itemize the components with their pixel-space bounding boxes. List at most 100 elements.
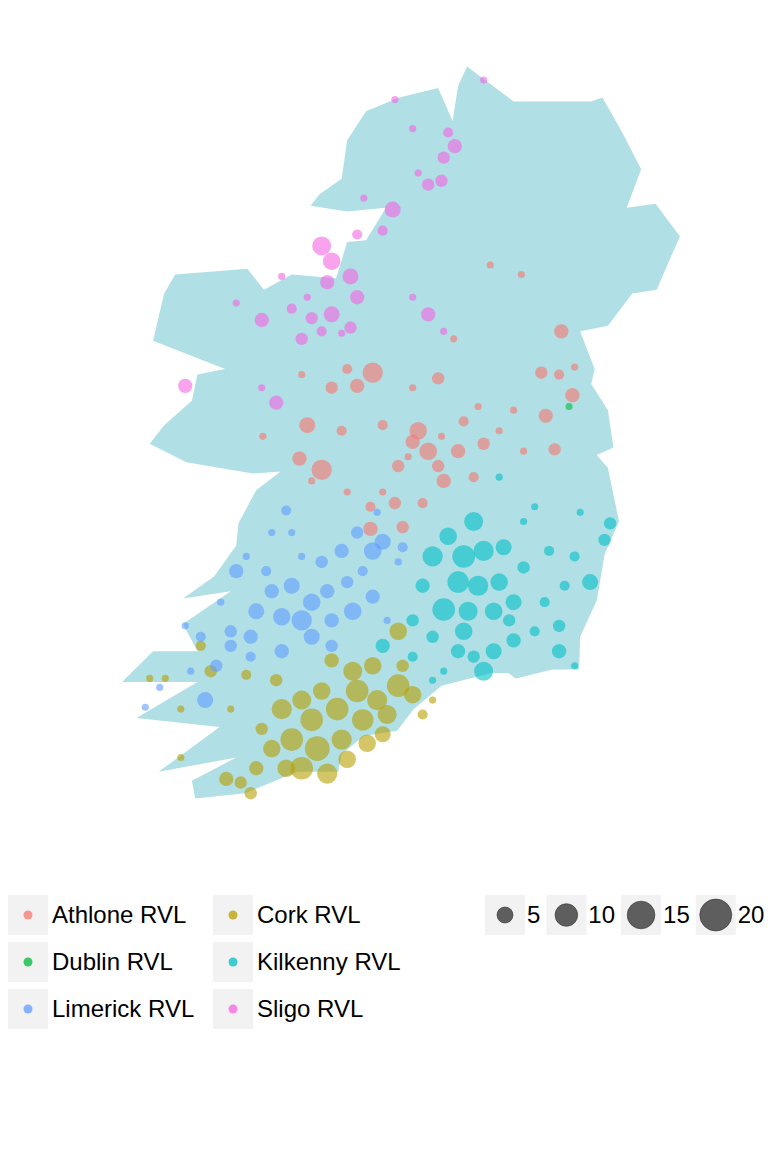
bubble bbox=[281, 505, 291, 515]
bubble bbox=[421, 307, 435, 321]
bubble bbox=[468, 576, 488, 596]
bubble bbox=[490, 573, 508, 591]
bubble bbox=[363, 363, 383, 383]
bubble bbox=[325, 640, 337, 652]
bubble bbox=[177, 754, 184, 761]
legend-key bbox=[546, 895, 586, 935]
series-bubbles bbox=[146, 623, 436, 800]
bubble bbox=[469, 472, 479, 482]
bubble bbox=[246, 652, 256, 662]
bubble bbox=[343, 268, 359, 284]
bubble bbox=[409, 384, 416, 391]
bubble bbox=[305, 736, 330, 761]
bubble bbox=[544, 546, 554, 556]
series-bubbles bbox=[142, 505, 408, 710]
legend-item: Cork RVL bbox=[213, 895, 361, 935]
bubble bbox=[323, 252, 341, 270]
bubble bbox=[467, 651, 479, 663]
bubble bbox=[452, 545, 475, 568]
bubble bbox=[241, 670, 251, 680]
bubble bbox=[565, 388, 579, 402]
bubble bbox=[277, 759, 295, 777]
bubble bbox=[344, 603, 362, 621]
bubble bbox=[409, 125, 416, 132]
bubble bbox=[325, 382, 337, 394]
size-key bbox=[555, 904, 578, 927]
bubble bbox=[548, 443, 560, 455]
bubble bbox=[365, 502, 375, 512]
series-bubbles bbox=[565, 403, 572, 410]
bubble bbox=[304, 629, 320, 645]
bubble bbox=[268, 529, 275, 536]
legend-swatch bbox=[24, 911, 33, 920]
bubble bbox=[520, 518, 527, 525]
bubble bbox=[219, 772, 233, 786]
bubble bbox=[440, 668, 447, 675]
bubble bbox=[520, 448, 527, 455]
bubble bbox=[248, 603, 264, 619]
bubble bbox=[398, 542, 408, 552]
bubble bbox=[406, 614, 418, 626]
bubble bbox=[162, 675, 169, 682]
bubble bbox=[418, 498, 428, 508]
bubble bbox=[217, 599, 224, 606]
size-key bbox=[627, 901, 655, 929]
bubble bbox=[474, 662, 493, 681]
bubble bbox=[249, 761, 263, 775]
legend-label: Athlone RVL bbox=[52, 901, 186, 928]
legend-item: Sligo RVL bbox=[213, 989, 363, 1029]
bubble bbox=[409, 294, 416, 301]
bubble bbox=[317, 326, 327, 336]
legend-item: Kilkenny RVL bbox=[213, 942, 401, 982]
bubble bbox=[435, 175, 447, 187]
bubble bbox=[270, 674, 282, 686]
bubble bbox=[364, 657, 382, 675]
legend-key bbox=[213, 942, 253, 982]
land bbox=[122, 66, 680, 798]
bubble bbox=[344, 321, 356, 333]
bubble bbox=[577, 509, 584, 516]
bubble bbox=[570, 551, 580, 561]
bubble bbox=[187, 668, 194, 675]
legend-key bbox=[8, 942, 48, 982]
bubble bbox=[496, 427, 503, 434]
bubble bbox=[405, 453, 412, 460]
bubble bbox=[351, 526, 363, 538]
bubble bbox=[582, 574, 598, 590]
bubble bbox=[554, 324, 568, 338]
bubble bbox=[269, 396, 283, 410]
bubble bbox=[210, 660, 222, 672]
bubble bbox=[315, 556, 327, 568]
bubble bbox=[552, 644, 566, 658]
bubble bbox=[352, 709, 373, 730]
bubble bbox=[419, 442, 437, 460]
bubble bbox=[474, 541, 494, 561]
size-legend: 5101520 bbox=[485, 895, 764, 935]
legend-swatch bbox=[24, 1005, 33, 1014]
legend-label: Cork RVL bbox=[257, 901, 361, 928]
bubble bbox=[392, 460, 404, 472]
bubble bbox=[300, 709, 323, 732]
bubbles bbox=[142, 77, 617, 800]
bubble bbox=[196, 632, 206, 642]
bubble bbox=[447, 571, 468, 592]
series-bubbles bbox=[376, 474, 617, 684]
bubble bbox=[443, 127, 453, 137]
bubble bbox=[299, 417, 315, 433]
legend-key bbox=[8, 895, 48, 935]
bubble bbox=[426, 631, 438, 643]
bubble bbox=[142, 704, 149, 711]
bubble bbox=[437, 474, 451, 488]
bubble bbox=[303, 593, 321, 611]
size-label: 5 bbox=[527, 901, 540, 928]
bubble bbox=[459, 602, 478, 621]
legend-key bbox=[213, 989, 253, 1029]
bubble bbox=[292, 691, 311, 710]
bubble bbox=[244, 630, 258, 644]
bubble bbox=[415, 579, 429, 593]
bubble bbox=[384, 617, 391, 624]
bubble bbox=[229, 564, 243, 578]
bubble bbox=[334, 544, 348, 558]
bubble bbox=[429, 696, 436, 703]
bubble bbox=[366, 590, 380, 604]
